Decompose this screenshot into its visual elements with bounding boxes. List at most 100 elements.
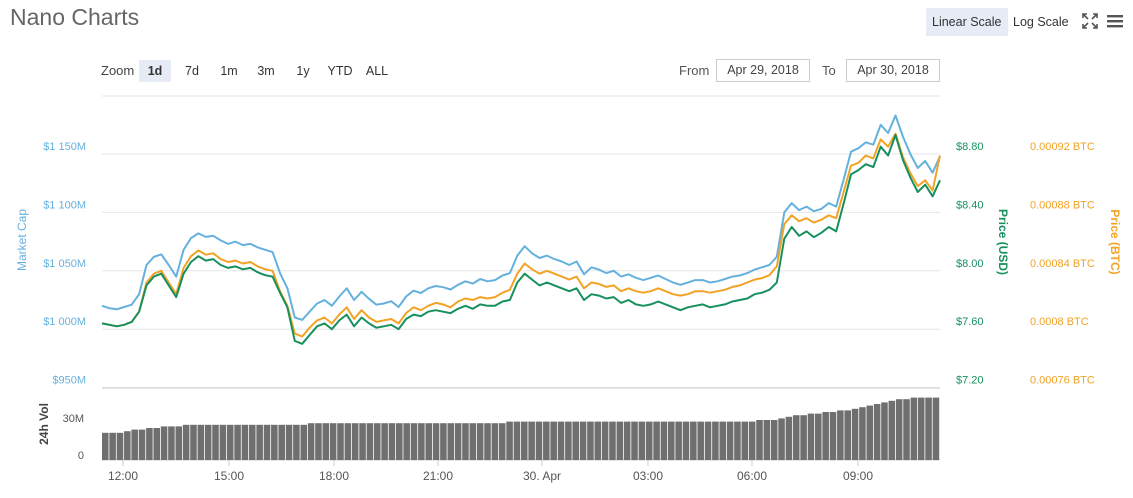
volume-bar — [102, 432, 109, 460]
zoom-7d-button[interactable]: 7d — [185, 64, 199, 78]
volume-tick-label: 0 — [78, 450, 84, 462]
x-tick-label: 21:00 — [423, 469, 453, 483]
volume-bar — [815, 413, 822, 460]
volume-bars — [102, 397, 940, 460]
volume-bar — [895, 399, 903, 460]
to-date-input[interactable]: Apr 30, 2018 — [846, 59, 940, 82]
usd-tick-label: $7.20 — [956, 375, 984, 387]
btc-axis-title: Price (BTC) — [1108, 209, 1122, 274]
x-tick-label: 03:00 — [633, 469, 663, 483]
volume-bar — [829, 412, 837, 460]
volume-bar — [190, 424, 197, 460]
zoom-label: Zoom — [101, 63, 135, 78]
volume-bar — [153, 428, 161, 460]
zoom-1y-button[interactable]: 1y — [296, 64, 310, 78]
volume-bar — [484, 423, 491, 460]
volume-bar — [528, 421, 535, 460]
volume-bar — [124, 431, 131, 460]
volume-bar — [550, 421, 557, 460]
x-tick-label: 12:00 — [108, 469, 138, 483]
volume-bar — [418, 423, 425, 460]
volume-bar — [476, 423, 484, 460]
volume-bar — [653, 421, 660, 460]
volume-bar — [359, 423, 366, 460]
volume-bar — [425, 423, 432, 460]
volume-bar — [454, 423, 462, 460]
volume-bar — [741, 421, 749, 460]
volume-bar — [440, 423, 447, 460]
volume-bar — [381, 423, 388, 460]
volume-bar — [881, 402, 888, 460]
volume-bar — [572, 421, 580, 460]
volume-bar — [579, 421, 587, 460]
zoom-1m-button[interactable]: 1m — [220, 64, 238, 78]
volume-bar — [888, 400, 896, 460]
volume-bar — [594, 421, 602, 460]
volume-tick-label: 30M — [63, 413, 84, 425]
volume-bar — [675, 421, 682, 460]
volume-bar — [785, 416, 793, 460]
volume-bar — [807, 413, 815, 460]
volume-bar — [116, 432, 124, 460]
volume-bar — [844, 410, 851, 460]
volume-bar — [866, 405, 874, 460]
volume-bar — [219, 424, 227, 460]
volume-bar — [712, 421, 719, 460]
volume-bar — [182, 424, 190, 460]
volume-bar — [263, 424, 271, 460]
volume-bar — [175, 426, 183, 460]
market-cap-tick-label: $1 100M — [43, 199, 86, 211]
volume-bar — [234, 424, 241, 460]
x-tick-label: 15:00 — [214, 469, 244, 483]
volume-bar — [756, 420, 763, 460]
volume-bar — [293, 424, 300, 460]
volume-bar — [851, 408, 859, 460]
volume-bar — [307, 423, 315, 460]
volume-bar — [770, 420, 778, 460]
menu-icon[interactable] — [1106, 12, 1124, 30]
market-cap-tick-label: $1 050M — [43, 258, 86, 270]
volume-bar — [403, 423, 410, 460]
volume-bar — [543, 421, 550, 460]
volume-bar — [859, 407, 866, 460]
volume-bar — [748, 421, 756, 460]
volume-bar — [197, 424, 205, 460]
btc-tick-label: 0.00088 BTC — [1030, 199, 1095, 211]
volume-bar — [778, 418, 785, 460]
volume-bar — [623, 421, 631, 460]
volume-bar — [498, 423, 506, 460]
volume-bar — [241, 424, 249, 460]
volume-bar — [645, 421, 653, 460]
zoom-1d-button[interactable]: 1d — [139, 60, 171, 82]
zoom-ytd-button[interactable]: YTD — [327, 64, 353, 78]
market-cap-tick-label: $950M — [52, 375, 86, 387]
from-date-input[interactable]: Apr 29, 2018 — [716, 59, 810, 82]
volume-bar — [565, 421, 572, 460]
zoom-3m-button[interactable]: 3m — [257, 64, 275, 78]
volume-bar — [366, 423, 374, 460]
usd-tick-label: $7.60 — [956, 316, 984, 328]
usd-tick-label: $8.40 — [956, 199, 984, 211]
volume-bar — [432, 423, 440, 460]
volume-bar — [638, 421, 646, 460]
fullscreen-icon[interactable] — [1081, 12, 1099, 30]
usd-tick-label: $8.00 — [956, 258, 984, 270]
volume-bar — [315, 423, 322, 460]
x-tick-label: 09:00 — [843, 469, 873, 483]
zoom-all-button[interactable]: ALL — [365, 64, 389, 78]
volume-bar — [300, 424, 308, 460]
x-tick-label: 18:00 — [319, 469, 349, 483]
volume-axis-title: 24h Vol — [37, 403, 51, 445]
volume-bar — [462, 423, 469, 460]
btc-tick-label: 0.0008 BTC — [1030, 316, 1089, 328]
volume-bar — [822, 412, 829, 460]
volume-bar — [616, 421, 624, 460]
x-tick-label: 30. Apr — [523, 469, 561, 483]
volume-bar — [131, 429, 138, 460]
x-tick-label: 06:00 — [737, 469, 767, 483]
linear-scale-button[interactable]: Linear Scale — [926, 8, 1008, 36]
volume-bar — [506, 421, 513, 460]
volume-bar — [491, 423, 499, 460]
log-scale-button[interactable]: Log Scale — [1013, 15, 1069, 29]
